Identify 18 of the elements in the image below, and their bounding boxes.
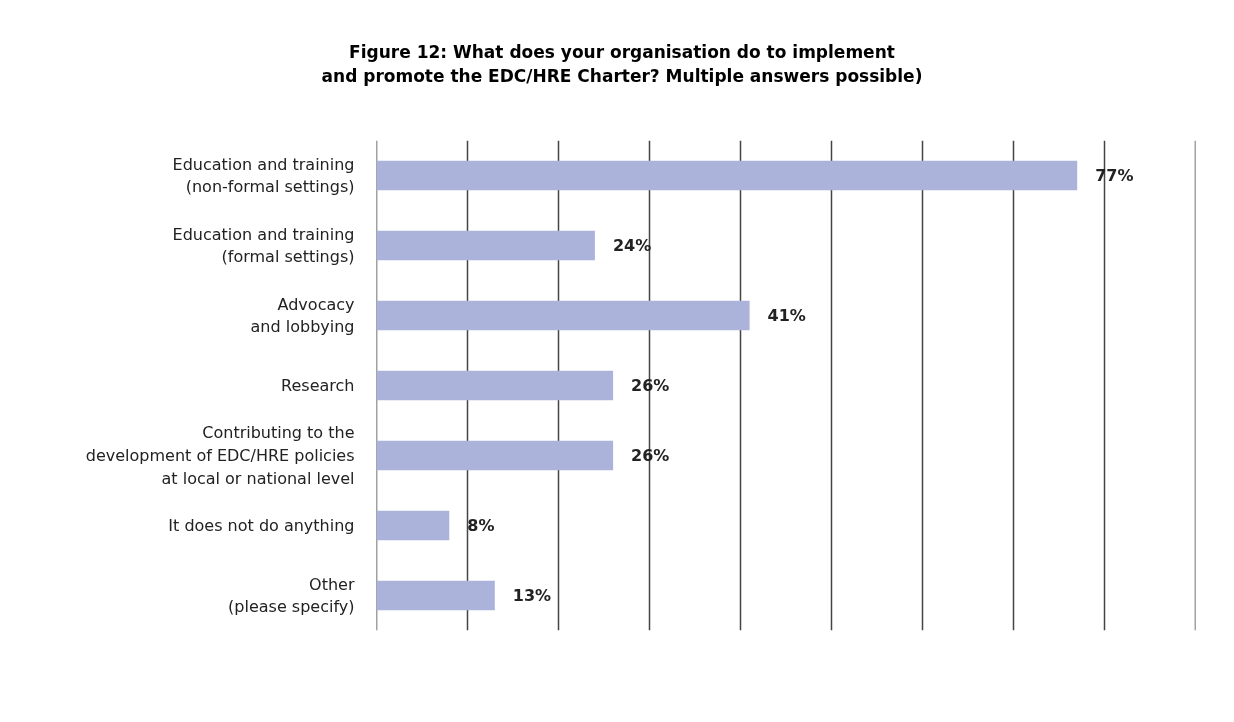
bar — [376, 510, 450, 541]
y-tick-label: Research — [281, 376, 355, 395]
data-label: 8% — [467, 516, 495, 535]
y-tick-label: Other (please specify) — [228, 574, 355, 617]
y-tick-label: Contributing to the development of EDC/HRE policies at local or national level — [85, 423, 355, 488]
bar — [376, 370, 614, 401]
bar — [376, 230, 595, 261]
y-tick-label: Advocacy and lobbying — [250, 294, 355, 337]
bar — [376, 580, 495, 611]
y-tick-label: It does not do anything — [168, 516, 355, 535]
y-tick-label: Education and training (non-formal settings) — [172, 154, 355, 197]
bar — [376, 160, 1078, 191]
y-tick-label: Education and training (formal settings) — [172, 224, 355, 267]
data-label: 13% — [512, 586, 552, 605]
bar — [376, 440, 614, 471]
data-label: 41% — [767, 306, 806, 325]
bar — [376, 300, 750, 331]
chart-title: Figure 12: What does your organisation do to implement and promote the EDC/HRE Charter? Multiple answers possible) — [321, 41, 923, 89]
